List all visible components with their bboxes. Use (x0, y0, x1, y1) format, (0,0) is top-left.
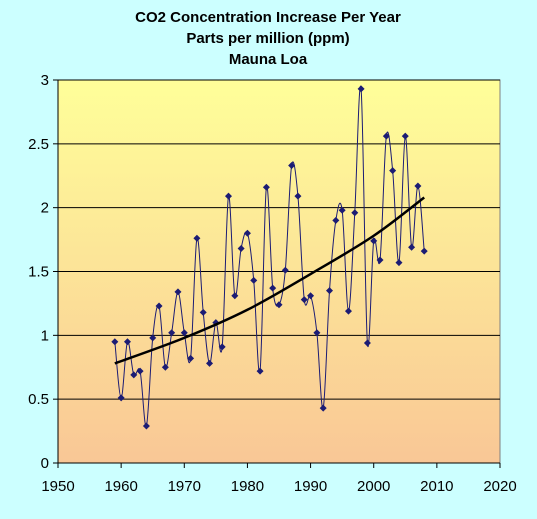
data-point (326, 287, 334, 295)
data-point (218, 343, 226, 351)
data-point (237, 245, 245, 253)
data-point (142, 422, 150, 430)
data-point (382, 132, 390, 140)
data-point (123, 338, 131, 346)
y-tick-label: 2 (41, 200, 49, 217)
data-point (269, 284, 277, 292)
chart-title: CO2 Concentration Increase Per Year Parts… (135, 9, 401, 68)
data-point (231, 292, 239, 300)
x-tick-label: 2010 (420, 478, 453, 495)
data-point (338, 206, 346, 214)
data-point (187, 354, 195, 362)
data-point (168, 329, 176, 337)
y-tick-label: 0 (41, 455, 49, 472)
data-point (376, 256, 384, 264)
data-point (313, 329, 321, 337)
data-point (136, 367, 144, 375)
data-point (351, 209, 359, 217)
data-point (395, 259, 403, 267)
data-point (332, 216, 340, 224)
y-tick-label: 0.5 (28, 391, 49, 408)
data-point (206, 359, 214, 367)
data-point (401, 132, 409, 140)
data-point (174, 288, 182, 296)
y-tick-label: 3 (41, 72, 49, 89)
data-point (389, 167, 397, 175)
y-tick-label: 1.5 (28, 264, 49, 281)
data-point (224, 192, 232, 200)
title-line: Parts per million (ppm) (186, 30, 349, 47)
data-point (420, 247, 428, 255)
data-point (262, 183, 270, 191)
x-tick-label: 2020 (483, 478, 516, 495)
y-tick-label: 1 (41, 327, 49, 344)
data-point (117, 394, 125, 402)
gridlines (58, 79, 500, 400)
y-tick-labels: 0 0.5 1 1.5 2 2.5 3 (28, 72, 49, 472)
data-point (319, 404, 327, 412)
data-point (370, 237, 378, 245)
data-point (408, 243, 416, 251)
data-series (111, 85, 428, 430)
data-point (111, 338, 119, 346)
x-tick-label: 1990 (294, 478, 327, 495)
data-point (288, 162, 296, 170)
data-point (294, 192, 302, 200)
x-tick-label: 1960 (104, 478, 137, 495)
x-tick-label: 1980 (231, 478, 264, 495)
x-tick-label: 1950 (41, 478, 74, 495)
data-point (357, 85, 365, 93)
data-point (307, 292, 315, 300)
y-tick-label: 2.5 (28, 136, 49, 153)
axes (53, 79, 501, 468)
data-point (256, 367, 264, 375)
data-point (414, 182, 422, 190)
data-point (155, 302, 163, 310)
data-point (281, 266, 289, 274)
data-point (300, 296, 308, 304)
data-point (344, 307, 352, 315)
data-point (193, 234, 201, 242)
title-line: CO2 Concentration Increase Per Year (135, 9, 401, 26)
data-point (130, 371, 138, 379)
title-line: Mauna Loa (229, 51, 308, 68)
data-point (250, 276, 258, 284)
x-tick-label: 2000 (357, 478, 390, 495)
trendline-curve (114, 196, 425, 365)
x-tick-labels: 1950 1960 1970 1980 1990 2000 2010 2020 (41, 478, 516, 495)
trendline (114, 196, 425, 365)
data-point (275, 301, 283, 309)
data-point (199, 308, 207, 316)
data-point (243, 229, 251, 237)
data-point (161, 363, 169, 371)
data-point (149, 334, 157, 342)
x-tick-label: 1970 (168, 478, 201, 495)
data-point (180, 329, 188, 337)
data-point (363, 339, 371, 347)
